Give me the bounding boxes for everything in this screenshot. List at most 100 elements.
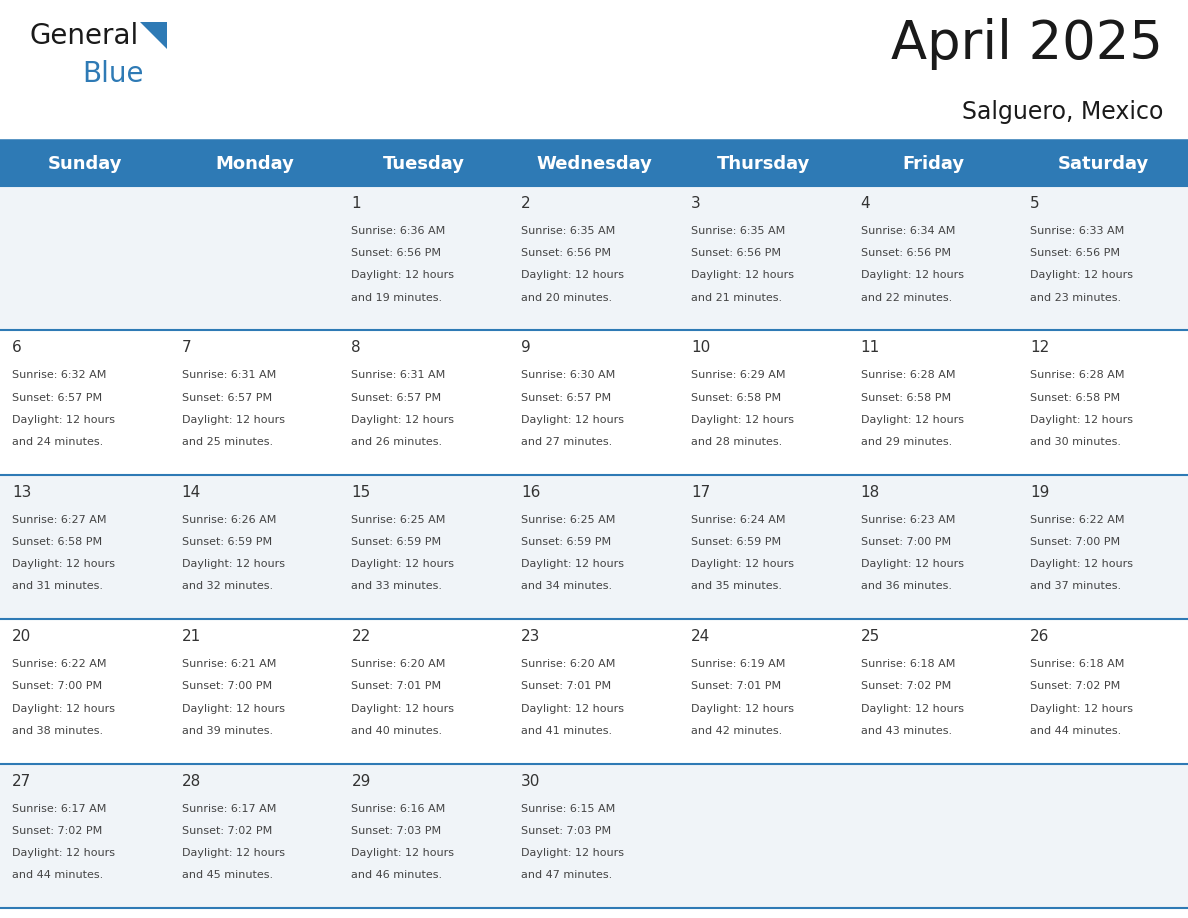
Text: 4: 4 <box>860 196 870 211</box>
Text: and 26 minutes.: and 26 minutes. <box>352 437 443 447</box>
Text: Sunrise: 6:33 AM: Sunrise: 6:33 AM <box>1030 226 1125 236</box>
Text: Sunrise: 6:35 AM: Sunrise: 6:35 AM <box>691 226 785 236</box>
Text: Sunrise: 6:20 AM: Sunrise: 6:20 AM <box>522 659 615 669</box>
Text: Sunset: 6:58 PM: Sunset: 6:58 PM <box>1030 393 1120 403</box>
Text: 9: 9 <box>522 341 531 355</box>
Text: 19: 19 <box>1030 485 1050 499</box>
Text: Monday: Monday <box>215 155 293 173</box>
Text: Sunset: 6:59 PM: Sunset: 6:59 PM <box>522 537 612 547</box>
Text: Daylight: 12 hours: Daylight: 12 hours <box>12 415 115 425</box>
Text: Daylight: 12 hours: Daylight: 12 hours <box>352 703 455 713</box>
Text: 25: 25 <box>860 629 880 644</box>
Text: Daylight: 12 hours: Daylight: 12 hours <box>860 703 963 713</box>
Text: Sunrise: 6:16 AM: Sunrise: 6:16 AM <box>352 803 446 813</box>
Text: and 39 minutes.: and 39 minutes. <box>182 726 273 736</box>
Text: Sunrise: 6:29 AM: Sunrise: 6:29 AM <box>691 370 785 380</box>
Text: and 40 minutes.: and 40 minutes. <box>352 726 443 736</box>
Text: Friday: Friday <box>903 155 965 173</box>
Text: 27: 27 <box>12 774 31 789</box>
Text: 30: 30 <box>522 774 541 789</box>
Text: 29: 29 <box>352 774 371 789</box>
Text: and 42 minutes.: and 42 minutes. <box>691 726 782 736</box>
Text: Sunrise: 6:28 AM: Sunrise: 6:28 AM <box>860 370 955 380</box>
Text: 20: 20 <box>12 629 31 644</box>
Text: and 21 minutes.: and 21 minutes. <box>691 293 782 303</box>
Text: Daylight: 12 hours: Daylight: 12 hours <box>860 415 963 425</box>
Polygon shape <box>140 22 168 49</box>
Text: Thursday: Thursday <box>718 155 810 173</box>
Text: Sunrise: 6:20 AM: Sunrise: 6:20 AM <box>352 659 446 669</box>
Text: Sunset: 6:57 PM: Sunset: 6:57 PM <box>12 393 102 403</box>
Text: 11: 11 <box>860 341 880 355</box>
Text: Sunrise: 6:28 AM: Sunrise: 6:28 AM <box>1030 370 1125 380</box>
Text: Sunrise: 6:15 AM: Sunrise: 6:15 AM <box>522 803 615 813</box>
Text: Salguero, Mexico: Salguero, Mexico <box>961 100 1163 124</box>
Text: Daylight: 12 hours: Daylight: 12 hours <box>522 703 624 713</box>
Text: Sunset: 6:56 PM: Sunset: 6:56 PM <box>352 248 442 258</box>
Text: 24: 24 <box>691 629 710 644</box>
Text: Daylight: 12 hours: Daylight: 12 hours <box>860 271 963 280</box>
Text: Sunset: 7:00 PM: Sunset: 7:00 PM <box>860 537 950 547</box>
Bar <box>0 620 1188 764</box>
Text: and 35 minutes.: and 35 minutes. <box>691 581 782 591</box>
Text: Sunrise: 6:17 AM: Sunrise: 6:17 AM <box>182 803 276 813</box>
Text: Sunset: 7:00 PM: Sunset: 7:00 PM <box>182 681 272 691</box>
Text: Daylight: 12 hours: Daylight: 12 hours <box>182 559 285 569</box>
Text: Daylight: 12 hours: Daylight: 12 hours <box>691 703 794 713</box>
Text: Sunrise: 6:25 AM: Sunrise: 6:25 AM <box>352 515 446 525</box>
Text: Sunrise: 6:21 AM: Sunrise: 6:21 AM <box>182 659 276 669</box>
Text: and 41 minutes.: and 41 minutes. <box>522 726 612 736</box>
Text: Sunset: 6:56 PM: Sunset: 6:56 PM <box>1030 248 1120 258</box>
Text: 14: 14 <box>182 485 201 499</box>
Text: Sunset: 7:01 PM: Sunset: 7:01 PM <box>352 681 442 691</box>
Text: and 44 minutes.: and 44 minutes. <box>12 870 103 880</box>
Text: 2: 2 <box>522 196 531 211</box>
Text: 8: 8 <box>352 341 361 355</box>
Text: Sunrise: 6:19 AM: Sunrise: 6:19 AM <box>691 659 785 669</box>
Text: Sunrise: 6:26 AM: Sunrise: 6:26 AM <box>182 515 276 525</box>
Text: and 31 minutes.: and 31 minutes. <box>12 581 103 591</box>
Text: 28: 28 <box>182 774 201 789</box>
Text: 5: 5 <box>1030 196 1040 211</box>
Text: Sunset: 6:57 PM: Sunset: 6:57 PM <box>522 393 612 403</box>
Text: and 36 minutes.: and 36 minutes. <box>860 581 952 591</box>
Text: Sunrise: 6:32 AM: Sunrise: 6:32 AM <box>12 370 107 380</box>
Text: Daylight: 12 hours: Daylight: 12 hours <box>1030 271 1133 280</box>
Bar <box>0 142 1188 186</box>
Text: 12: 12 <box>1030 341 1049 355</box>
Text: 23: 23 <box>522 629 541 644</box>
Text: Sunset: 7:03 PM: Sunset: 7:03 PM <box>352 826 442 835</box>
Text: Daylight: 12 hours: Daylight: 12 hours <box>1030 703 1133 713</box>
Text: Sunset: 6:58 PM: Sunset: 6:58 PM <box>691 393 781 403</box>
Text: Sunrise: 6:18 AM: Sunrise: 6:18 AM <box>860 659 955 669</box>
Text: Tuesday: Tuesday <box>384 155 466 173</box>
Text: Daylight: 12 hours: Daylight: 12 hours <box>522 559 624 569</box>
Text: Sunrise: 6:27 AM: Sunrise: 6:27 AM <box>12 515 107 525</box>
Text: Daylight: 12 hours: Daylight: 12 hours <box>522 415 624 425</box>
Text: and 24 minutes.: and 24 minutes. <box>12 437 103 447</box>
Text: Daylight: 12 hours: Daylight: 12 hours <box>352 415 455 425</box>
Text: and 27 minutes.: and 27 minutes. <box>522 437 612 447</box>
Text: Daylight: 12 hours: Daylight: 12 hours <box>352 848 455 858</box>
Text: Sunset: 6:57 PM: Sunset: 6:57 PM <box>182 393 272 403</box>
Text: Sunset: 7:03 PM: Sunset: 7:03 PM <box>522 826 612 835</box>
Text: Sunset: 7:02 PM: Sunset: 7:02 PM <box>1030 681 1120 691</box>
Text: Sunrise: 6:36 AM: Sunrise: 6:36 AM <box>352 226 446 236</box>
Text: Daylight: 12 hours: Daylight: 12 hours <box>522 271 624 280</box>
Text: Daylight: 12 hours: Daylight: 12 hours <box>691 415 794 425</box>
Text: and 38 minutes.: and 38 minutes. <box>12 726 103 736</box>
Text: Daylight: 12 hours: Daylight: 12 hours <box>860 559 963 569</box>
Text: Sunset: 7:00 PM: Sunset: 7:00 PM <box>1030 537 1120 547</box>
Text: Sunrise: 6:22 AM: Sunrise: 6:22 AM <box>12 659 107 669</box>
Text: and 34 minutes.: and 34 minutes. <box>522 581 612 591</box>
Text: Sunset: 6:56 PM: Sunset: 6:56 PM <box>860 248 950 258</box>
Text: Sunset: 7:01 PM: Sunset: 7:01 PM <box>691 681 781 691</box>
Text: Daylight: 12 hours: Daylight: 12 hours <box>1030 559 1133 569</box>
Text: and 44 minutes.: and 44 minutes. <box>1030 726 1121 736</box>
Text: Sunset: 6:58 PM: Sunset: 6:58 PM <box>860 393 950 403</box>
Text: 26: 26 <box>1030 629 1050 644</box>
Text: Sunrise: 6:34 AM: Sunrise: 6:34 AM <box>860 226 955 236</box>
Text: Daylight: 12 hours: Daylight: 12 hours <box>522 848 624 858</box>
Text: Sunset: 6:59 PM: Sunset: 6:59 PM <box>691 537 781 547</box>
Text: Daylight: 12 hours: Daylight: 12 hours <box>352 271 455 280</box>
